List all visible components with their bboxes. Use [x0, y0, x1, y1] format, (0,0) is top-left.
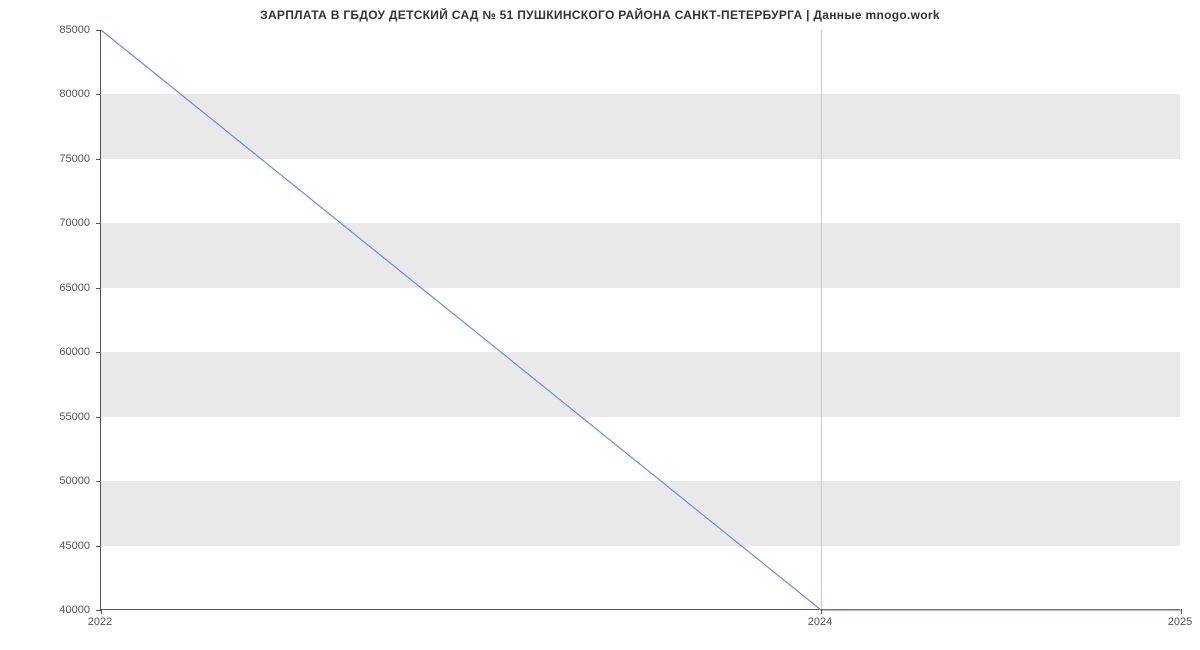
- plot-area: [100, 30, 1180, 610]
- x-tick-label: 2022: [88, 616, 112, 628]
- chart-container: 4000045000500005500060000650007000075000…: [100, 30, 1180, 610]
- y-tick-mark: [96, 288, 101, 289]
- x-tick-mark: [1181, 609, 1182, 614]
- y-tick-label: 40000: [30, 604, 90, 616]
- y-tick-mark: [96, 352, 101, 353]
- y-tick-label: 85000: [30, 24, 90, 36]
- x-tick-mark: [821, 609, 822, 614]
- x-tick-label: 2025: [1168, 616, 1192, 628]
- x-tick-mark: [101, 609, 102, 614]
- y-tick-mark: [96, 30, 101, 31]
- y-tick-label: 50000: [30, 475, 90, 487]
- y-tick-mark: [96, 546, 101, 547]
- y-tick-label: 60000: [30, 346, 90, 358]
- y-tick-label: 70000: [30, 217, 90, 229]
- y-tick-label: 80000: [30, 88, 90, 100]
- y-tick-mark: [96, 159, 101, 160]
- y-tick-label: 55000: [30, 411, 90, 423]
- y-tick-mark: [96, 94, 101, 95]
- y-tick-label: 45000: [30, 540, 90, 552]
- y-tick-mark: [96, 417, 101, 418]
- chart-title: ЗАРПЛАТА В ГБДОУ ДЕТСКИЙ САД № 51 ПУШКИН…: [0, 0, 1200, 22]
- y-tick-label: 75000: [30, 153, 90, 165]
- y-tick-mark: [96, 481, 101, 482]
- line-series: [101, 30, 1181, 610]
- x-tick-label: 2024: [808, 616, 832, 628]
- y-tick-label: 65000: [30, 282, 90, 294]
- y-tick-mark: [96, 223, 101, 224]
